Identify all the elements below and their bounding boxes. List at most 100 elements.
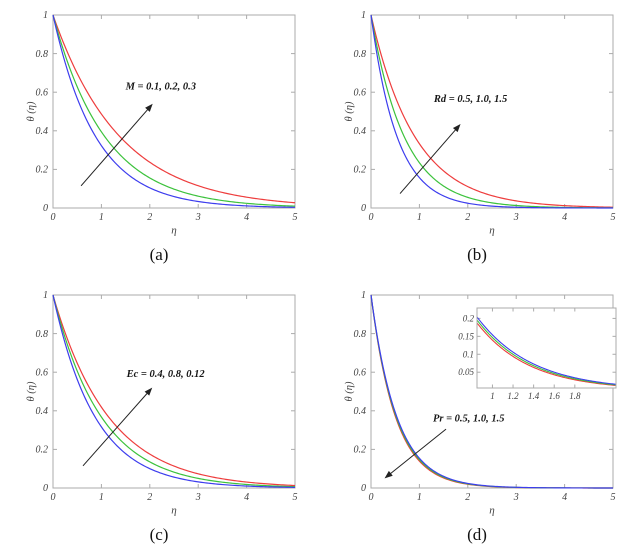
chart-d: 0 1 2 3 4 5 0 0.2 0.4 0.6 0.8 1 η θ (η) Pr = 0.5, 1.0,…	[344, 290, 617, 517]
plot-frame	[52, 14, 296, 209]
x-axis-label: η	[171, 225, 176, 237]
curve-red	[52, 294, 296, 487]
inset-x-tick-label: 1.6	[549, 391, 561, 401]
y-axis-label: θ (η)	[26, 101, 37, 121]
x-tick-label: 1	[417, 212, 422, 223]
y-tick-label: 0.6	[354, 87, 367, 98]
y-tick-label: 0	[43, 483, 48, 494]
caption-c: (c)	[149, 525, 169, 544]
x-tick-label: 2	[465, 212, 470, 223]
x-axis-label: η	[489, 505, 494, 517]
y-tick-label: 1	[361, 10, 366, 21]
inset-y-tick-label: 0.1	[463, 349, 474, 359]
x-tick-label: 1	[99, 212, 104, 223]
curve-blue	[52, 294, 296, 488]
x-tick-label: 4	[562, 492, 567, 503]
annotation-arrow	[82, 391, 150, 467]
y-tick-label: 0.8	[354, 329, 367, 340]
panel-c: 0 1 2 3 4 5 0 0.2 0.4 0.6 0.8 1 η θ (η) Ec = 0.4, 0.8,…	[0, 280, 318, 559]
x-tick-label: 3	[513, 492, 519, 503]
plot-frame	[52, 294, 296, 489]
y-tick-label: 0	[361, 483, 366, 494]
inset-y-tick-label: 0.2	[463, 313, 475, 323]
curve-blue	[52, 14, 296, 208]
x-axis-label: η	[171, 505, 176, 517]
annotation-arrowhead	[384, 470, 393, 479]
chart-a: 0 1 2 3 4 5 0 0.2 0.4 0.6 0.8 1 η θ (η) M = 0.1, 0.2, …	[26, 10, 298, 237]
y-tick-label: 0	[43, 203, 48, 214]
inset-y-tick-label: 0.15	[458, 331, 474, 341]
curve-green	[52, 294, 296, 488]
annotation-arrowhead	[452, 124, 461, 133]
x-tick-label: 0	[51, 492, 56, 503]
x-tick-label: 0	[369, 492, 374, 503]
y-tick-label: 0.4	[354, 406, 367, 417]
y-tick-label: 1	[361, 290, 366, 301]
x-tick-label: 5	[611, 212, 616, 223]
x-tick-label: 4	[244, 492, 249, 503]
y-tick-label: 0.8	[36, 329, 49, 340]
curve-blue	[370, 14, 613, 209]
y-tick-label: 1	[43, 290, 48, 301]
inset-curve-red	[476, 322, 617, 386]
y-tick-label: 0	[361, 203, 366, 214]
x-tick-label: 5	[611, 492, 616, 503]
y-tick-label: 0.6	[36, 87, 49, 98]
y-axis-label: θ (η)	[344, 381, 355, 401]
curve-red	[52, 14, 296, 204]
inset-curve-green	[476, 319, 617, 386]
y-tick-label: 0.6	[36, 367, 49, 378]
inset-background	[477, 308, 616, 388]
x-tick-label: 0	[369, 212, 374, 223]
x-tick-label: 4	[244, 212, 249, 223]
inset-frame	[476, 307, 617, 389]
x-tick-label: 3	[195, 212, 201, 223]
y-tick-label: 0.4	[36, 126, 49, 137]
annotation-label: Pr = 0.5, 1.0, 1.5	[433, 413, 505, 424]
x-tick-label: 1	[417, 492, 422, 503]
y-tick-label: 0.4	[36, 406, 49, 417]
panel-a: 0 1 2 3 4 5 0 0.2 0.4 0.6 0.8 1 η θ (η) M = 0.1, 0.2, …	[0, 0, 318, 280]
x-tick-label: 2	[147, 492, 152, 503]
annotation-arrow	[388, 428, 447, 476]
x-tick-label: 0	[51, 212, 56, 223]
curve-green	[370, 14, 613, 209]
inset-y-tick-label: 0.05	[458, 367, 474, 377]
plot-frame	[370, 14, 614, 209]
x-tick-label: 1	[99, 492, 104, 503]
x-tick-label: 2	[147, 212, 152, 223]
y-tick-label: 0.6	[354, 367, 367, 378]
y-tick-label: 0.2	[36, 165, 49, 176]
x-tick-label: 5	[293, 212, 298, 223]
annotation-arrow	[80, 107, 150, 187]
y-tick-label: 0.8	[354, 49, 367, 60]
chart-c: 0 1 2 3 4 5 0 0.2 0.4 0.6 0.8 1 η θ (η) Ec = 0.4, 0.8,…	[26, 290, 298, 517]
panel-b: 0 1 2 3 4 5 0 0.2 0.4 0.6 0.8 1 η θ (η) Rd = 0.5, 1.0,…	[318, 0, 636, 280]
inset-x-tick-label: 1.4	[528, 391, 540, 401]
y-axis-label: θ (η)	[26, 381, 37, 401]
y-tick-label: 0.2	[36, 445, 49, 456]
inset-x-tick-label: 1	[490, 391, 495, 401]
caption-d: (d)	[467, 525, 487, 544]
curve-red	[370, 14, 614, 208]
curve-blue	[370, 294, 613, 489]
chart-b: 0 1 2 3 4 5 0 0.2 0.4 0.6 0.8 1 η θ (η) Rd = 0.5, 1.0,…	[344, 10, 616, 237]
annotation-label: Rd = 0.5, 1.0, 1.5	[433, 94, 507, 105]
x-axis-label: η	[489, 225, 494, 237]
y-tick-label: 0.2	[354, 165, 367, 176]
annotation-arrowhead	[144, 387, 153, 396]
caption-a: (a)	[149, 245, 169, 264]
annotation-label: M = 0.1, 0.2, 0.3	[125, 81, 196, 92]
caption-b: (b)	[467, 245, 487, 264]
x-tick-label: 4	[562, 212, 567, 223]
y-tick-label: 0.8	[36, 49, 49, 60]
plot-frame	[370, 294, 614, 489]
curve-green	[52, 14, 296, 207]
y-tick-label: 0.2	[354, 445, 367, 456]
x-tick-label: 3	[513, 212, 519, 223]
y-tick-label: 1	[43, 10, 48, 21]
x-tick-label: 2	[465, 492, 470, 503]
y-axis-label: θ (η)	[344, 101, 355, 121]
panel-d: 0 1 2 3 4 5 0 0.2 0.4 0.6 0.8 1 η θ (η) Pr = 0.5, 1.0,…	[318, 280, 636, 559]
